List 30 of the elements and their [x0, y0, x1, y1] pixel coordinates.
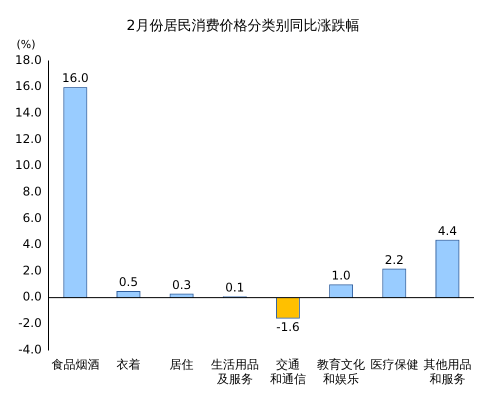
y-tick-label: 0.0 [22, 290, 42, 304]
x-tick-label: 食品烟酒 [51, 358, 100, 372]
y-tick-label: 12.0 [15, 132, 42, 146]
y-tick-label: 4.0 [22, 237, 42, 252]
data-label: 2.2 [384, 252, 404, 267]
data-label: 4.4 [438, 224, 457, 238]
data-label: 0.1 [225, 280, 244, 294]
y-axis-title: (%) [16, 38, 36, 52]
data-label: 1.0 [332, 268, 351, 283]
y-tick-label: 2.0 [22, 263, 42, 278]
x-tick-label: 教育文化和娱乐 [317, 358, 366, 386]
chart-title: 2月份居民消费价格分类别同比涨跌幅 [126, 18, 360, 34]
y-tick-label: 14.0 [15, 106, 42, 120]
data-label: 0.5 [118, 275, 138, 290]
y-tick-label: 10.0 [15, 158, 42, 172]
data-label: 16.0 [62, 71, 89, 86]
y-tick-label: 16.0 [15, 79, 42, 94]
y-tick-label: 6.0 [22, 210, 42, 225]
y-tick-label: -2.0 [18, 316, 42, 330]
y-tick-label: -4.0 [18, 342, 42, 356]
x-tick-label: 衣着 [116, 358, 140, 372]
x-tick-label: 其他用品和服务 [423, 358, 472, 386]
x-tick-label: 生活用品及服务 [210, 358, 259, 386]
x-tick-label: 交通和通信 [270, 358, 306, 386]
y-tick-label: 18.0 [15, 52, 42, 67]
x-tick-label: 居住 [170, 358, 194, 372]
data-label: -1.6 [276, 320, 300, 334]
y-tick-label: 8.0 [22, 184, 42, 198]
x-tick-label: 医疗保健 [370, 358, 418, 372]
data-label: 0.3 [172, 278, 192, 292]
